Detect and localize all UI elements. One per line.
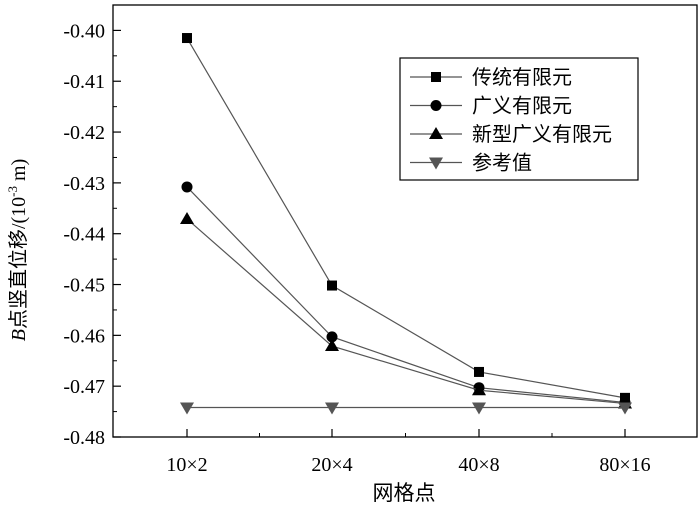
legend-label: 参考值 xyxy=(472,152,532,175)
square-marker xyxy=(327,280,337,291)
y-axis-title-main: 点竖直位移/(10 xyxy=(7,197,30,329)
triangle-up-marker xyxy=(472,383,486,396)
triangle-down-marker xyxy=(429,157,443,170)
series-line xyxy=(186,186,626,404)
y-axis-title-tail: m) xyxy=(8,159,30,186)
x-tick-label: 20×4 xyxy=(311,454,352,476)
y-tick-label: -0.40 xyxy=(63,20,105,42)
x-tick-label: 40×8 xyxy=(458,454,499,476)
legend-label: 新型广义有限元 xyxy=(472,123,612,146)
triangle-up-marker xyxy=(325,339,339,352)
y-axis-title-italic: B xyxy=(8,329,30,341)
y-tick-label: -0.46 xyxy=(63,325,105,347)
triangle-down-marker xyxy=(325,402,339,415)
triangle-down-marker xyxy=(180,402,194,415)
triangle-down-marker xyxy=(618,402,632,415)
triangle-up-marker xyxy=(180,211,194,224)
legend-label: 传统有限元 xyxy=(472,66,572,89)
legend-item: 新型广义有限元 xyxy=(410,123,612,146)
square-marker xyxy=(182,33,192,44)
series-line xyxy=(186,37,626,399)
y-tick-label: -0.47 xyxy=(63,376,105,398)
series-3 xyxy=(180,211,632,409)
x-tick-label: 80×16 xyxy=(599,454,650,476)
circle-marker xyxy=(181,181,193,193)
triangle-down-marker xyxy=(472,402,486,415)
series-layer xyxy=(180,33,632,415)
y-tick-label: -0.43 xyxy=(63,173,105,195)
circle-marker xyxy=(326,331,338,343)
y-tick-label: -0.45 xyxy=(63,275,105,297)
triangle-up-marker xyxy=(429,127,443,139)
y-axis: -0.40 -0.41 -0.42 -0.43 -0.44 -0.45 -0.46 -0.47… xyxy=(63,20,121,449)
square-marker xyxy=(431,72,441,82)
legend-label: 广义有限元 xyxy=(472,95,572,118)
legend-item: 参考值 xyxy=(410,152,532,175)
series-line xyxy=(186,218,626,405)
y-tick-label: -0.48 xyxy=(63,427,105,449)
x-tick-label: 10×2 xyxy=(166,454,207,476)
x-axis-title: 网格点 xyxy=(373,481,436,505)
x-axis: 10×2 20×4 40×8 80×16 xyxy=(166,429,651,476)
legend-item: 广义有限元 xyxy=(410,95,572,118)
series-4 xyxy=(180,402,632,415)
y-axis-title: B点竖直位移/(10-3 m) xyxy=(5,159,30,342)
circle-marker xyxy=(430,100,442,111)
series-2 xyxy=(181,181,631,408)
y-tick-label: -0.41 xyxy=(63,71,105,93)
y-tick-label: -0.44 xyxy=(63,224,105,246)
y-tick-label: -0.42 xyxy=(63,122,105,144)
legend-item: 传统有限元 xyxy=(410,66,572,89)
square-marker xyxy=(474,366,484,377)
y-axis-title-sup: -3 xyxy=(5,186,20,197)
